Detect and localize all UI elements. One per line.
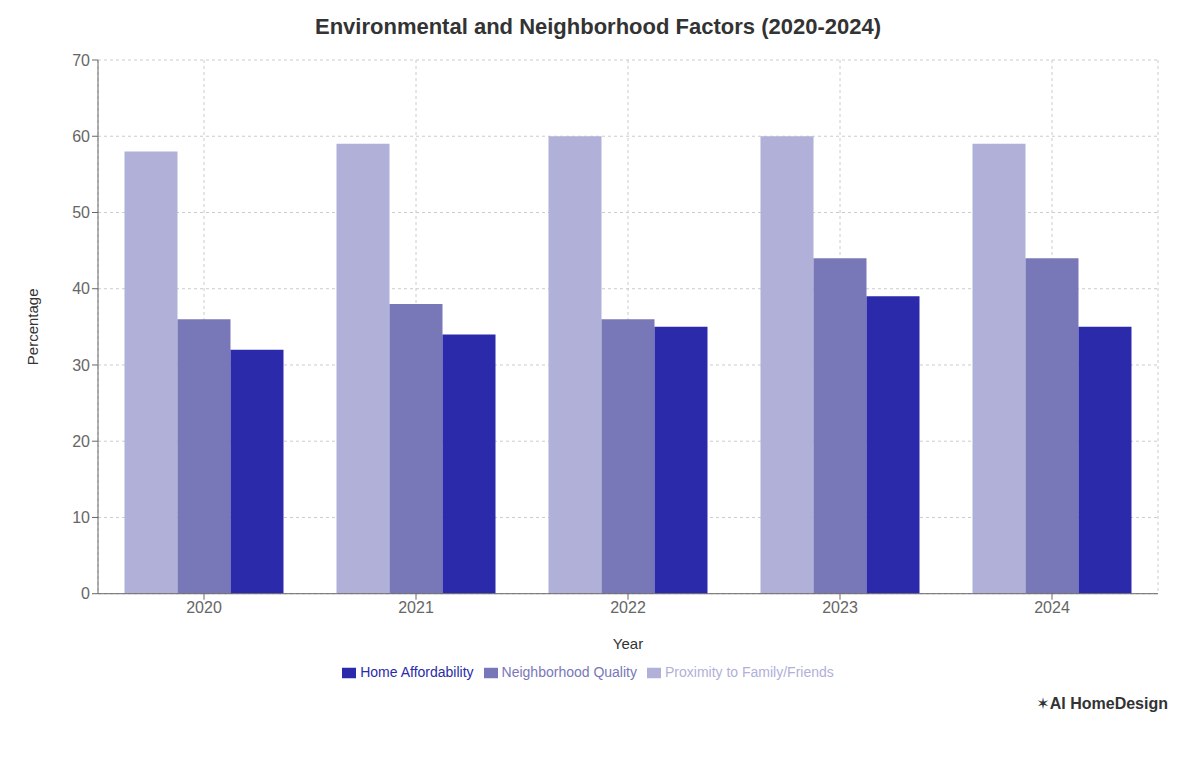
html-text:Neighborhood Quality: Neighborhood Quality xyxy=(501,663,637,680)
svg-text:10: 10 xyxy=(72,509,90,526)
svg-text:0: 0 xyxy=(81,585,90,602)
svg-text:30: 30 xyxy=(72,357,90,374)
svg-text:20: 20 xyxy=(72,433,90,450)
svg-text:60: 60 xyxy=(72,128,90,145)
html-text:Home Affordability: Home Affordability xyxy=(360,663,474,680)
svg-text:2024: 2024 xyxy=(1034,599,1070,616)
svg-text:50: 50 xyxy=(72,204,90,221)
svg-text:Year: Year xyxy=(613,635,643,652)
html-text:Proximity to Family/Friends: Proximity to Family/Friends xyxy=(665,663,834,680)
html-text:Environmental and Neighborhood: Environmental and Neighborhood Factors (… xyxy=(315,14,881,39)
svg-text:2020: 2020 xyxy=(186,599,222,616)
svg-text:2023: 2023 xyxy=(822,599,858,616)
svg-text:70: 70 xyxy=(72,52,90,69)
html-text:✶AI HomeDesign: ✶AI HomeDesign xyxy=(1036,695,1168,712)
svg-text:Percentage: Percentage xyxy=(24,288,41,365)
svg-text:2021: 2021 xyxy=(398,599,434,616)
svg-text:40: 40 xyxy=(72,280,90,297)
svg-text:2022: 2022 xyxy=(610,599,646,616)
